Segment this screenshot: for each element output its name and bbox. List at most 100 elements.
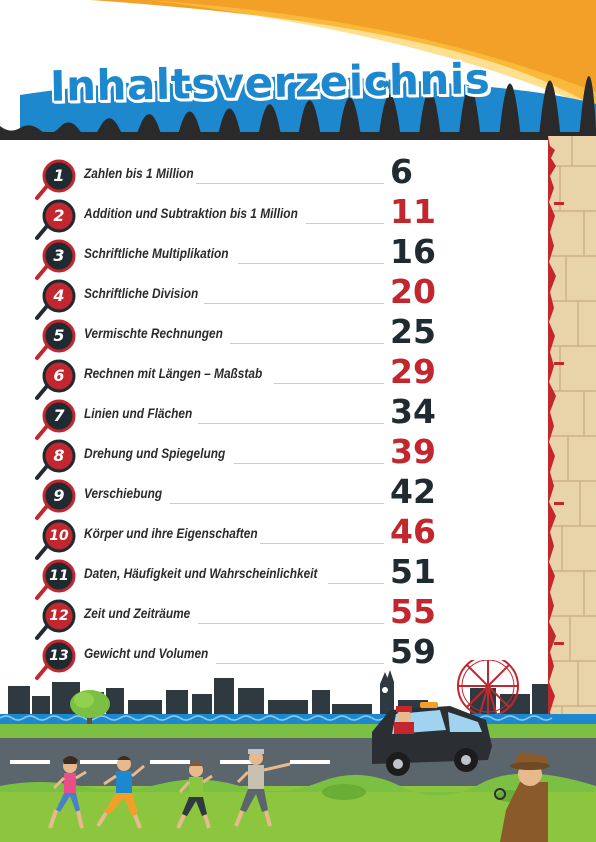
detective-icon xyxy=(494,752,550,842)
chapter-badge: 9 xyxy=(34,476,82,522)
taxi-icon xyxy=(372,702,492,776)
leader-line xyxy=(216,663,384,664)
chapter-badge: 6 xyxy=(34,356,82,402)
page-number: 6 xyxy=(390,152,413,191)
page-number: 11 xyxy=(390,192,436,231)
chapter-number: 2 xyxy=(53,206,65,225)
page-number: 29 xyxy=(390,352,436,391)
chapter-badge: 3 xyxy=(34,236,82,282)
leader-line xyxy=(196,183,384,184)
city-chase-illustration xyxy=(0,660,596,842)
magnifier-icon xyxy=(35,519,76,560)
toc-entry[interactable]: 2 Addition und Subtraktion bis 1 Million… xyxy=(34,192,454,240)
toc-entry[interactable]: 7 Linien und Flächen 34 xyxy=(34,392,454,440)
chapter-title: Schriftliche Multiplikation xyxy=(84,246,229,261)
chapter-title: Addition und Subtraktion bis 1 Million xyxy=(84,206,298,221)
toc-entry[interactable]: 4 Schriftliche Division 20 xyxy=(34,272,454,320)
toc-entry[interactable]: 5 Vermischte Rechnungen 25 xyxy=(34,312,454,360)
page-number: 46 xyxy=(390,512,436,551)
chapter-number: 1 xyxy=(53,166,65,185)
chapter-title: Schriftliche Division xyxy=(84,286,199,301)
leader-line xyxy=(238,263,384,264)
page-number: 42 xyxy=(390,472,436,511)
leader-line xyxy=(198,623,384,624)
chapter-number: 4 xyxy=(53,286,65,305)
toc-entry[interactable]: 10 Körper und ihre Eigenschaften 46 xyxy=(34,512,454,560)
leader-line xyxy=(260,543,384,544)
chapter-title: Zahlen bis 1 Million xyxy=(84,166,194,181)
magnifier-icon xyxy=(35,239,76,280)
chapter-title: Daten, Häufigkeit und Wahrscheinlichkeit xyxy=(84,566,318,581)
magnifier-icon xyxy=(35,159,76,200)
leader-line xyxy=(234,463,384,464)
chapter-title: Zeit und Zeiträume xyxy=(84,606,191,621)
magnifier-icon xyxy=(35,399,76,440)
brick-wall xyxy=(548,136,596,842)
page-number: 34 xyxy=(390,392,436,431)
header-waves xyxy=(0,0,596,140)
leader-line xyxy=(170,503,384,504)
leader-line xyxy=(306,223,384,224)
page-number: 25 xyxy=(390,312,436,351)
big-ben-icon xyxy=(380,672,390,720)
chapter-title: Gewicht und Volumen xyxy=(84,646,209,661)
chapter-number: 11 xyxy=(49,568,69,584)
tree-icon xyxy=(70,690,110,724)
chapter-badge: 5 xyxy=(34,316,82,362)
toc-entry[interactable]: 1 Zahlen bis 1 Million 6 xyxy=(34,152,454,200)
leader-line xyxy=(328,583,384,584)
chapter-number: 5 xyxy=(53,326,65,345)
toc-entry[interactable]: 13 Gewicht und Volumen 59 xyxy=(34,632,454,680)
magnifier-icon xyxy=(35,559,76,600)
chapter-badge: 13 xyxy=(34,636,82,682)
runner-icon xyxy=(48,756,87,829)
leader-line xyxy=(204,303,384,304)
page-number: 16 xyxy=(390,232,436,271)
toc-entry[interactable]: 3 Schriftliche Multiplikation 16 xyxy=(34,232,454,280)
chapter-number: 10 xyxy=(49,528,69,544)
page-number: 20 xyxy=(390,272,436,311)
toc-entry[interactable]: 8 Drehung und Spiegelung 39 xyxy=(34,432,454,480)
runner-icon xyxy=(176,762,213,829)
magnifier-icon xyxy=(35,599,76,640)
chapter-badge: 1 xyxy=(34,156,82,202)
chapter-number: 12 xyxy=(49,608,69,624)
chapter-badge: 8 xyxy=(34,436,82,482)
toc-entry[interactable]: 12 Zeit und Zeiträume 55 xyxy=(34,592,454,640)
chapter-number: 6 xyxy=(53,366,65,385)
magnifier-icon xyxy=(35,439,76,480)
toc-entry[interactable]: 11 Daten, Häufigkeit und Wahrscheinlichk… xyxy=(34,552,454,600)
magnifier-icon xyxy=(35,279,76,320)
chapter-number: 7 xyxy=(53,406,65,425)
toc-entry[interactable]: 9 Verschiebung 42 xyxy=(34,472,454,520)
chapter-title: Linien und Flächen xyxy=(84,406,193,421)
page-number: 39 xyxy=(390,432,436,471)
page-number: 55 xyxy=(390,592,436,631)
magnifier-icon xyxy=(35,479,76,520)
magnifier-icon xyxy=(35,639,76,680)
chapter-number: 3 xyxy=(53,246,65,265)
chapter-title: Körper und ihre Eigenschaften xyxy=(84,526,258,541)
magnifier-icon xyxy=(35,319,76,360)
chapter-badge: 4 xyxy=(34,276,82,322)
chapter-title: Drehung und Spiegelung xyxy=(84,446,226,461)
magnifier-icon xyxy=(35,199,76,240)
leader-line xyxy=(198,423,384,424)
toc-entry[interactable]: 6 Rechnen mit Längen – Maßstab 29 xyxy=(34,352,454,400)
chapter-number: 8 xyxy=(53,446,65,465)
runner-icon xyxy=(234,749,291,827)
chapter-badge: 7 xyxy=(34,396,82,442)
leader-line xyxy=(274,383,384,384)
page-number: 51 xyxy=(390,552,436,591)
chapter-number: 13 xyxy=(49,648,69,664)
chapter-badge: 12 xyxy=(34,596,82,642)
runner-icon xyxy=(96,756,145,829)
header-banner: Inhaltsverzeichnis xyxy=(0,0,596,140)
page-number: 59 xyxy=(390,632,436,671)
chapter-title: Rechnen mit Längen – Maßstab xyxy=(84,366,263,381)
magnifier-icon xyxy=(35,359,76,400)
chapter-number: 9 xyxy=(53,486,65,505)
chapter-badge: 11 xyxy=(34,556,82,602)
chapter-badge: 2 xyxy=(34,196,82,242)
